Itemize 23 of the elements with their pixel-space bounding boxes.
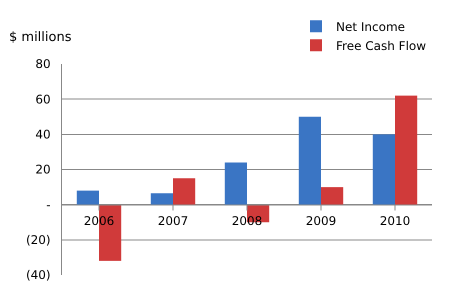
x-tick-label: 2008 xyxy=(232,214,262,228)
bar xyxy=(173,178,196,205)
bar xyxy=(150,193,173,205)
y-axis-title: $ millions xyxy=(9,30,72,45)
legend-label: Net Income xyxy=(336,20,406,34)
y-tick-label: - xyxy=(46,198,51,212)
y-tick-label: (20) xyxy=(26,233,51,248)
bar xyxy=(298,116,321,205)
bar xyxy=(395,96,418,205)
legend-label: Free Cash Flow xyxy=(336,38,426,53)
x-tick-label: 2009 xyxy=(306,214,336,228)
y-tick-label: (40) xyxy=(26,268,51,282)
bar xyxy=(224,162,247,205)
bar xyxy=(372,134,395,205)
x-tick-label: 2010 xyxy=(380,214,410,228)
bar xyxy=(76,190,99,205)
x-tick-label: 2007 xyxy=(158,214,188,228)
x-tick-label: 2006 xyxy=(84,214,114,228)
y-tick-label: 40 xyxy=(35,128,51,142)
y-tick-label: 80 xyxy=(35,57,51,72)
y-tick-label: 60 xyxy=(35,92,51,106)
y-tick-label: 20 xyxy=(35,162,51,177)
bar xyxy=(321,187,344,205)
